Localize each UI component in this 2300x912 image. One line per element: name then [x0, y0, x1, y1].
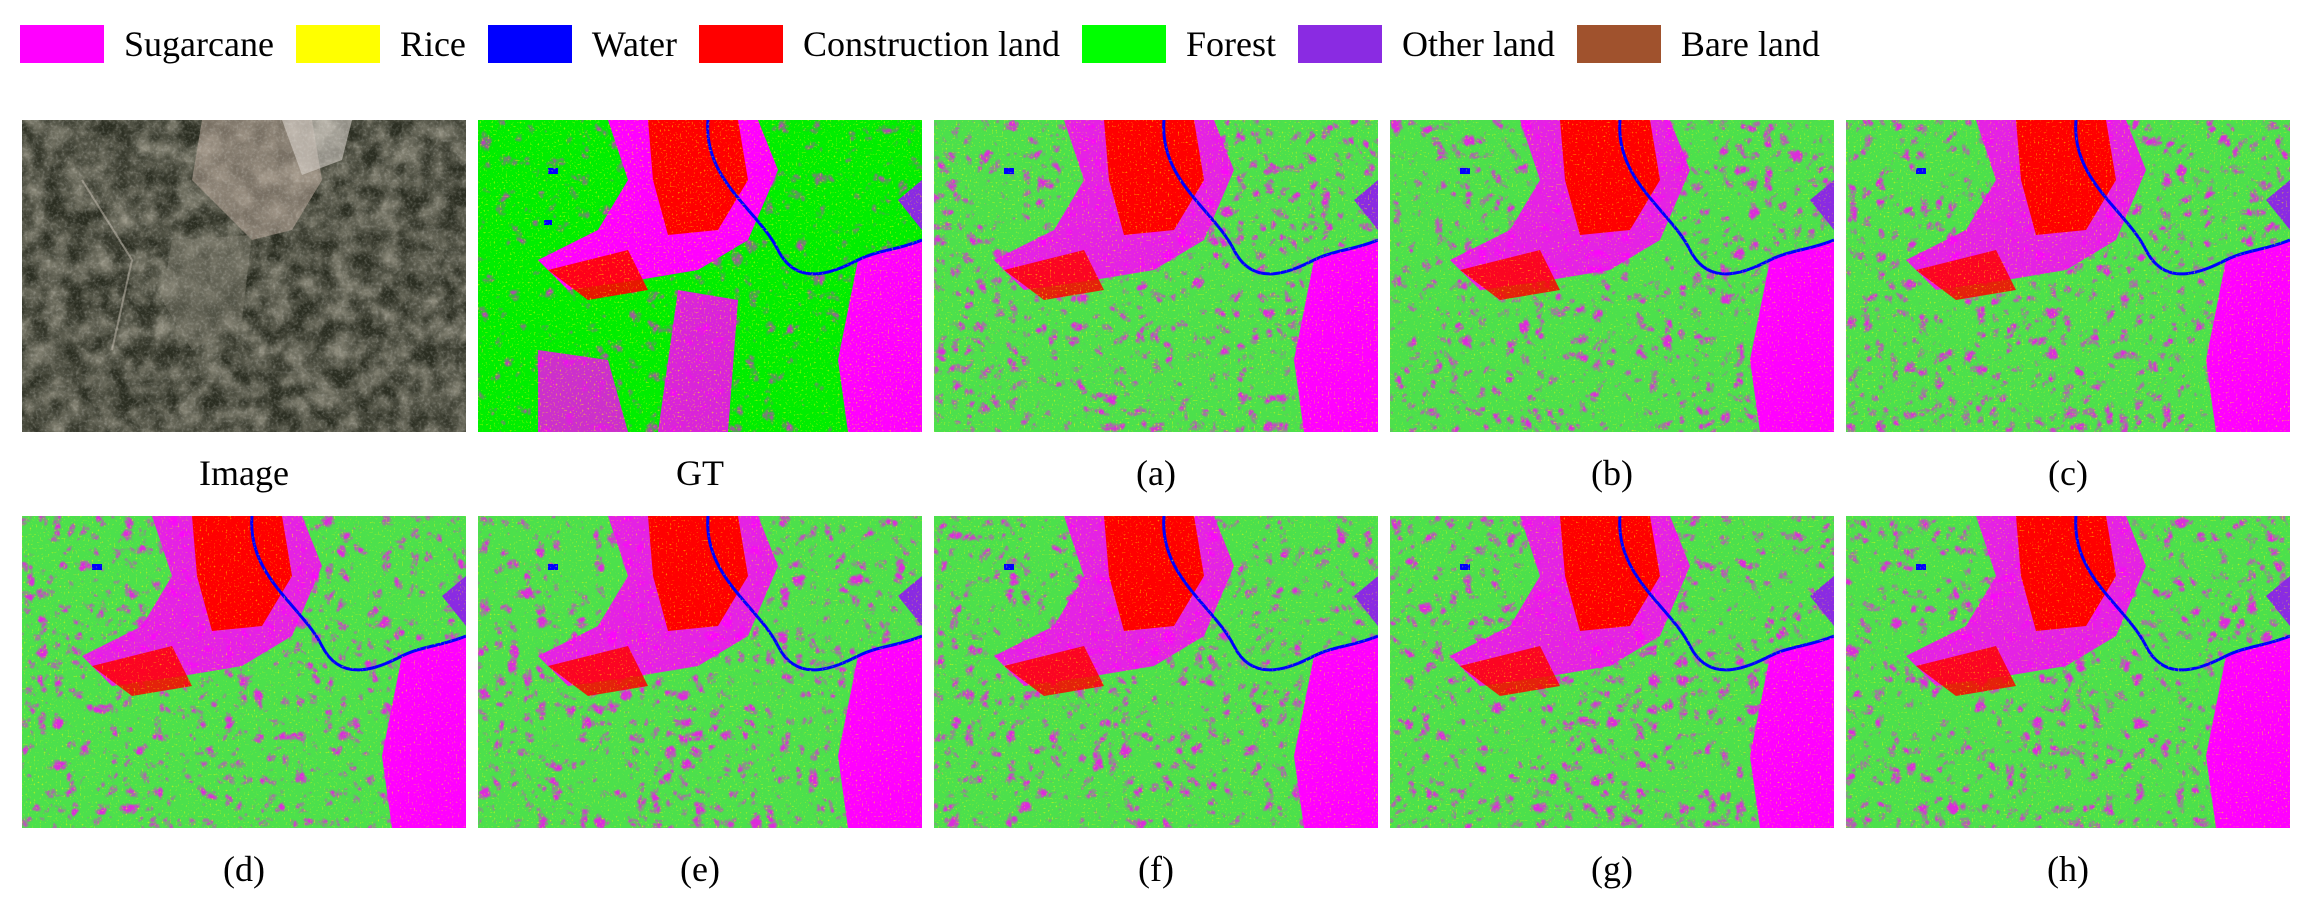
classification-map-h [1846, 516, 2290, 828]
classification-map-g [1390, 516, 1834, 828]
caption-gt: GT [676, 453, 724, 493]
satellite-image [22, 120, 466, 432]
classification-map-d-graphic [22, 516, 466, 828]
caption-h: (h) [2047, 849, 2089, 889]
classification-map-c [1846, 120, 2290, 432]
legend-item-water: Water [487, 24, 677, 64]
legend-item-forest: Forest [1081, 24, 1276, 64]
classification-map-g-graphic [1390, 516, 1834, 828]
legend-swatch [487, 25, 572, 63]
legend-item-other-land: Other land [1297, 24, 1555, 64]
classification-map-e-graphic [478, 516, 922, 828]
legend-item-bare-land: Bare land [1576, 24, 1820, 64]
legend-swatch [20, 25, 104, 63]
legend-item-rice: Rice [295, 24, 466, 64]
classification-map-h-graphic [1846, 516, 2290, 828]
caption-image: Image [199, 453, 289, 493]
legend-label: Bare land [1680, 24, 1820, 64]
classification-map-c-graphic [1846, 120, 2290, 432]
classification-map-d [22, 516, 466, 828]
classification-map-f [934, 516, 1378, 828]
caption-d: (d) [223, 849, 265, 889]
classification-map-b [1390, 120, 1834, 432]
legend-label: Other land [1401, 24, 1555, 64]
legend-item-construction-land: Construction land [698, 24, 1060, 64]
caption-g: (g) [1591, 849, 1633, 889]
classification-map-f-graphic [934, 516, 1378, 828]
caption-b: (b) [1591, 453, 1633, 493]
legend-swatch [295, 25, 380, 63]
legend-item-sugarcane: Sugarcane [20, 24, 274, 64]
caption-f: (f) [1138, 849, 1174, 889]
legend-swatch [698, 25, 783, 63]
legend-swatch [1081, 25, 1166, 63]
legend-label: Forest [1185, 24, 1276, 64]
caption-a: (a) [1136, 453, 1176, 493]
legend-swatch [1297, 25, 1382, 63]
legend: Sugarcane Rice Water Construction land F… [20, 16, 1842, 72]
legend-label: Construction land [802, 24, 1060, 64]
classification-map-a [934, 120, 1378, 432]
legend-label: Sugarcane [124, 24, 274, 64]
legend-label: Water [591, 24, 677, 64]
classification-map-b-graphic [1390, 120, 1834, 432]
gt-map [478, 120, 922, 432]
caption-c: (c) [2048, 453, 2088, 493]
caption-e: (e) [680, 849, 720, 889]
classification-map-a-graphic [934, 120, 1378, 432]
gt-map-graphic [478, 120, 922, 432]
legend-label: Rice [399, 24, 466, 64]
classification-map-e [478, 516, 922, 828]
legend-swatch [1576, 25, 1661, 63]
satellite-image-graphic [22, 120, 466, 432]
